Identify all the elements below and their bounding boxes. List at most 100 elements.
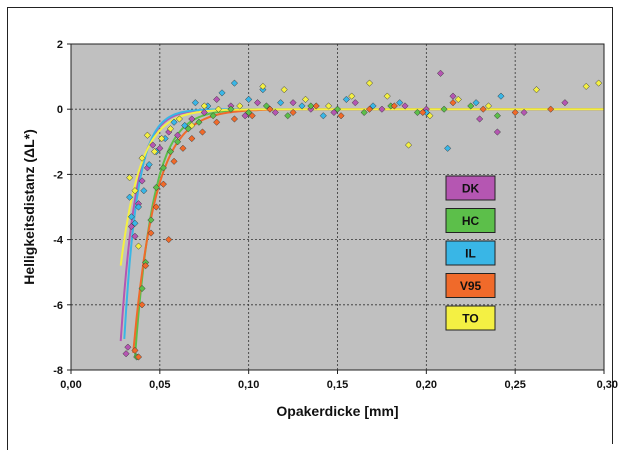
data-point-dk xyxy=(149,141,157,149)
data-point-v95 xyxy=(449,99,457,107)
data-point-dk xyxy=(351,99,359,107)
legend-swatch-dk xyxy=(445,175,496,201)
legend-label-v95: V95 xyxy=(460,279,482,293)
data-point-hc xyxy=(284,112,292,120)
data-point-il xyxy=(342,95,350,103)
data-point-v95 xyxy=(248,112,256,120)
data-point-il xyxy=(277,99,285,107)
data-point-v95 xyxy=(142,262,150,270)
data-point-v95 xyxy=(131,346,139,354)
data-point-hc xyxy=(440,105,448,113)
data-point-il xyxy=(218,89,226,97)
x-tick-label: 0,15 xyxy=(327,379,348,391)
data-point-v95 xyxy=(511,108,519,117)
data-point-v95 xyxy=(138,301,146,309)
chart-frame-left-edge xyxy=(7,7,8,450)
data-point-il xyxy=(230,79,239,87)
data-point-il xyxy=(170,118,178,126)
data-point-dk xyxy=(156,144,164,152)
data-points xyxy=(122,69,603,361)
data-point-to xyxy=(582,82,590,90)
legend-swatch-il xyxy=(445,240,496,266)
data-point-to xyxy=(158,134,166,143)
data-point-v95 xyxy=(213,118,221,126)
data-point-to xyxy=(259,82,267,90)
data-point-il xyxy=(472,99,480,107)
data-point-dk xyxy=(378,105,386,113)
data-point-il xyxy=(319,112,327,120)
data-point-hc xyxy=(360,108,368,117)
data-point-hc xyxy=(147,216,155,224)
data-point-v95 xyxy=(365,105,374,113)
data-point-v95 xyxy=(179,144,187,152)
data-point-hc xyxy=(209,112,217,120)
legend-label-il: IL xyxy=(465,247,476,261)
data-point-hc xyxy=(307,102,315,110)
data-point-dk xyxy=(561,99,569,107)
data-point-il xyxy=(444,144,452,152)
y-axis-title: Helligkeitsdistanz (ΔL*) xyxy=(21,129,37,285)
data-point-il xyxy=(396,99,404,107)
data-point-hc xyxy=(195,118,203,126)
data-point-dk xyxy=(289,99,297,107)
data-point-hc xyxy=(333,105,342,113)
data-point-v95 xyxy=(337,112,345,120)
x-tick-label: 0,10 xyxy=(238,379,259,391)
y-tick-label: -8 xyxy=(53,365,63,377)
x-axis-title: Opakerdicke [mm] xyxy=(276,403,398,419)
data-point-to xyxy=(426,112,434,120)
data-point-hc xyxy=(174,138,182,146)
data-point-to xyxy=(365,79,374,87)
data-point-v95 xyxy=(134,353,143,361)
data-point-il xyxy=(497,92,505,100)
data-point-dk xyxy=(401,102,409,110)
data-point-to xyxy=(484,102,493,110)
data-point-to xyxy=(166,125,175,133)
legend-label-dk: DK xyxy=(462,182,480,196)
data-point-v95 xyxy=(230,115,239,123)
data-point-v95 xyxy=(152,203,160,211)
legend-swatch-v95 xyxy=(445,273,496,298)
data-point-v95 xyxy=(312,102,320,110)
data-point-hc xyxy=(152,183,160,191)
data-point-dk xyxy=(124,343,132,351)
data-point-dk xyxy=(213,95,221,103)
data-point-il xyxy=(181,121,189,130)
legend-label-to: TO xyxy=(462,312,478,326)
legend: DK HC IL V95 TO xyxy=(445,175,496,331)
data-point-il xyxy=(245,95,253,103)
data-point-to xyxy=(150,148,159,156)
data-point-v95 xyxy=(266,105,274,113)
data-point-hc xyxy=(262,102,270,110)
data-point-v95 xyxy=(419,108,427,117)
data-point-il xyxy=(126,193,134,201)
data-point-to xyxy=(301,95,310,103)
x-tick-label: 0,20 xyxy=(416,379,437,391)
data-point-il xyxy=(191,99,199,107)
data-point-to xyxy=(383,92,391,100)
data-point-il xyxy=(145,161,153,169)
data-point-dk xyxy=(131,232,139,240)
data-point-il xyxy=(369,102,377,110)
data-point-dk xyxy=(253,99,262,107)
y-tick-label: -2 xyxy=(53,169,63,181)
data-point-dk xyxy=(200,108,208,117)
fit-curve-to xyxy=(119,108,604,266)
data-point-dk xyxy=(436,69,445,77)
data-point-hc xyxy=(413,108,422,117)
data-point-hc xyxy=(245,108,253,117)
data-point-hc xyxy=(184,125,192,133)
data-point-v95 xyxy=(159,180,167,188)
data-point-v95 xyxy=(390,102,398,110)
data-point-v95 xyxy=(289,108,297,117)
chart-frame xyxy=(7,7,613,444)
data-point-to xyxy=(188,121,196,130)
data-point-dk xyxy=(476,115,484,123)
data-point-to xyxy=(348,92,356,100)
x-tick-label: 0,25 xyxy=(504,379,525,391)
data-point-il xyxy=(134,203,143,211)
data-point-to xyxy=(143,131,151,139)
y-tick-label: -4 xyxy=(53,235,64,247)
data-point-dk xyxy=(520,108,528,117)
